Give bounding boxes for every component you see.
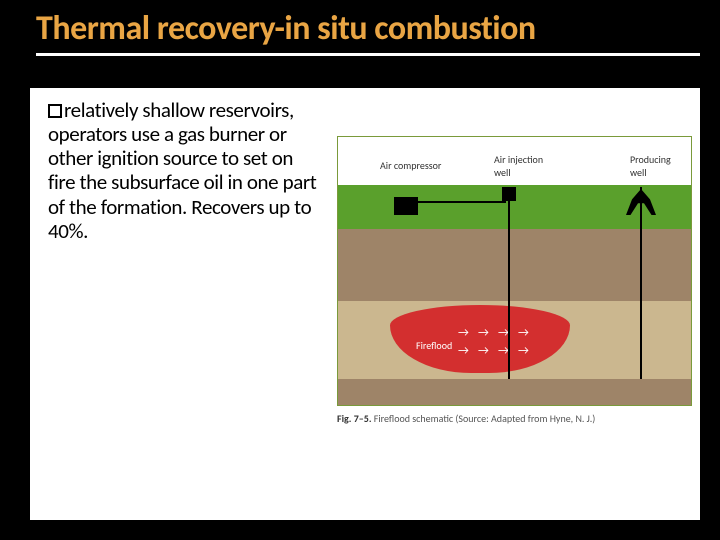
caption-main: Fireflood schematic: [374, 412, 453, 425]
pipe-icon: [418, 201, 506, 203]
body-paragraph: relatively shallow reservoirs, operators…: [48, 97, 316, 244]
square-bullet-icon: [48, 104, 62, 118]
label-text: Air injectionwell: [494, 153, 543, 179]
arrow-icon: →: [518, 327, 529, 339]
air-compressor-icon: [394, 197, 418, 215]
arrow-icon: →: [478, 327, 489, 339]
label-air-compressor: Air compressor: [380, 159, 441, 172]
diagram-wrap: Fireflood → → → → → → → → Air compressor: [337, 136, 692, 425]
page-title: Thermal recovery-in situ combustion: [36, 8, 700, 49]
slide: Thermal recovery-in situ combustion rela…: [0, 0, 720, 540]
caption-prefix: Fig. 7–5.: [337, 412, 372, 425]
producing-well: [640, 187, 642, 379]
label-producing-well: Producingwell: [630, 153, 671, 179]
fireflood-label: Fireflood: [416, 339, 452, 352]
arrow-icon: →: [478, 345, 489, 357]
content-region: relatively shallow reservoirs, operators…: [30, 88, 700, 520]
label-air-injection-well: Air injectionwell: [494, 153, 543, 179]
arrow-icon: →: [458, 327, 469, 339]
title-region: Thermal recovery-in situ combustion: [36, 8, 700, 56]
wellhead-icon: [502, 187, 516, 201]
layer-overburden: [338, 229, 691, 301]
figure-caption: Fig. 7–5. Fireflood schematic (Source: A…: [337, 412, 692, 425]
label-text: Producingwell: [630, 153, 671, 179]
fireflood-diagram: Fireflood → → → → → → → → Air compressor: [337, 136, 692, 406]
body-text: relatively shallow reservoirs, operators…: [48, 98, 318, 243]
caption-source: (Source: Adapted from Hyne, N. J.): [455, 412, 595, 425]
arrow-icon: →: [518, 345, 529, 357]
arrow-icon: →: [458, 345, 469, 357]
layer-base: [338, 379, 691, 405]
injection-well: [508, 187, 510, 379]
